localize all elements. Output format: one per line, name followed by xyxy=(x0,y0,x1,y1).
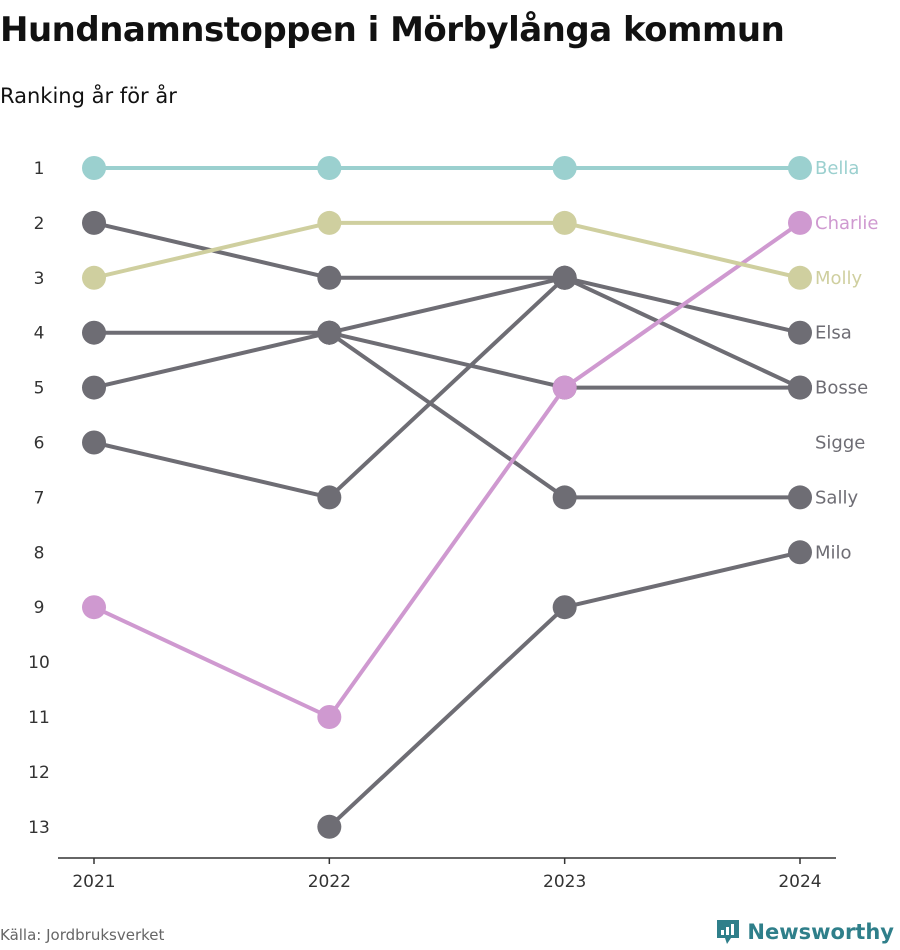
data-point xyxy=(788,320,812,345)
series-line-segment xyxy=(92,330,332,390)
data-point xyxy=(788,156,812,180)
source-note: Källa: Jordbruksverket xyxy=(0,926,165,944)
series-milo xyxy=(317,540,812,839)
series-end-label: Molly xyxy=(815,268,863,289)
series-end-label: Bella xyxy=(815,158,859,179)
data-point xyxy=(317,210,342,235)
data-point xyxy=(317,320,342,345)
data-point xyxy=(317,705,342,729)
series-end-label: Charlie xyxy=(815,213,878,234)
data-point xyxy=(82,595,106,620)
x-tick-label: 2021 xyxy=(72,872,115,892)
series-line-segment xyxy=(562,275,802,390)
chart-title: Hundnamnstoppen i Mörbylånga kommun xyxy=(0,10,785,50)
series-elsa xyxy=(82,210,812,345)
series-charlie xyxy=(82,210,812,729)
data-point xyxy=(82,210,106,235)
data-point xyxy=(82,265,106,290)
y-tick-label: 1 xyxy=(34,159,45,179)
data-point xyxy=(317,814,342,839)
brand-name: Newsworthy xyxy=(747,920,894,944)
y-tick-label: 12 xyxy=(28,763,50,783)
data-point xyxy=(552,265,577,290)
series-line-segment xyxy=(327,605,567,829)
y-tick-label: 6 xyxy=(34,434,45,454)
y-tick-label: 5 xyxy=(34,379,45,399)
y-tick-label: 4 xyxy=(34,324,45,344)
series-line-segment xyxy=(562,550,802,610)
newsworthy-logo-icon xyxy=(717,920,740,944)
series-molly xyxy=(82,210,812,290)
series-sally xyxy=(82,320,812,510)
data-point xyxy=(788,540,812,565)
data-point xyxy=(788,265,812,290)
data-point xyxy=(317,265,342,290)
y-tick-label: 2 xyxy=(34,214,45,234)
series-line-segment xyxy=(327,330,567,500)
data-point xyxy=(552,210,577,235)
y-tick-label: 8 xyxy=(34,543,45,563)
series-bella xyxy=(82,156,812,180)
series-sigge xyxy=(82,265,577,510)
data-point xyxy=(552,485,577,510)
data-point xyxy=(552,375,577,400)
brand-logo: Newsworthy xyxy=(715,918,894,946)
data-point xyxy=(788,485,812,510)
data-point xyxy=(82,375,106,400)
data-point xyxy=(317,485,342,510)
series-end-label: Sigge xyxy=(815,433,865,454)
data-point xyxy=(788,210,812,235)
series-end-label: Sally xyxy=(815,487,858,508)
y-tick-label: 10 xyxy=(28,653,50,673)
series-end-label: Milo xyxy=(815,542,852,563)
series-line-segment xyxy=(562,220,802,280)
series-line-segment xyxy=(327,385,567,719)
series-line-segment xyxy=(327,275,567,500)
data-point xyxy=(82,430,106,455)
series-end-label: Elsa xyxy=(815,323,852,344)
series-end-label: Bosse xyxy=(815,378,868,399)
x-tick-label: 2023 xyxy=(543,872,586,892)
data-point xyxy=(552,156,577,180)
y-tick-label: 11 xyxy=(28,708,50,728)
series-line-segment xyxy=(92,220,332,280)
series-line-segment xyxy=(562,220,802,390)
series-line-segment xyxy=(92,605,332,719)
data-point xyxy=(82,320,106,345)
data-point xyxy=(552,595,577,620)
series-line-segment xyxy=(327,330,567,390)
data-point xyxy=(317,156,342,180)
series-line-segment xyxy=(92,440,332,500)
y-tick-label: 9 xyxy=(34,598,45,618)
y-tick-label: 3 xyxy=(34,269,45,289)
x-tick-label: 2022 xyxy=(308,872,351,892)
x-tick-label: 2024 xyxy=(778,872,821,892)
data-point xyxy=(788,375,812,400)
chart-subtitle: Ranking år för år xyxy=(0,84,177,108)
series-line-segment xyxy=(327,275,567,335)
y-tick-label: 7 xyxy=(34,488,45,508)
data-point xyxy=(82,156,106,180)
y-tick-label: 13 xyxy=(28,818,50,838)
